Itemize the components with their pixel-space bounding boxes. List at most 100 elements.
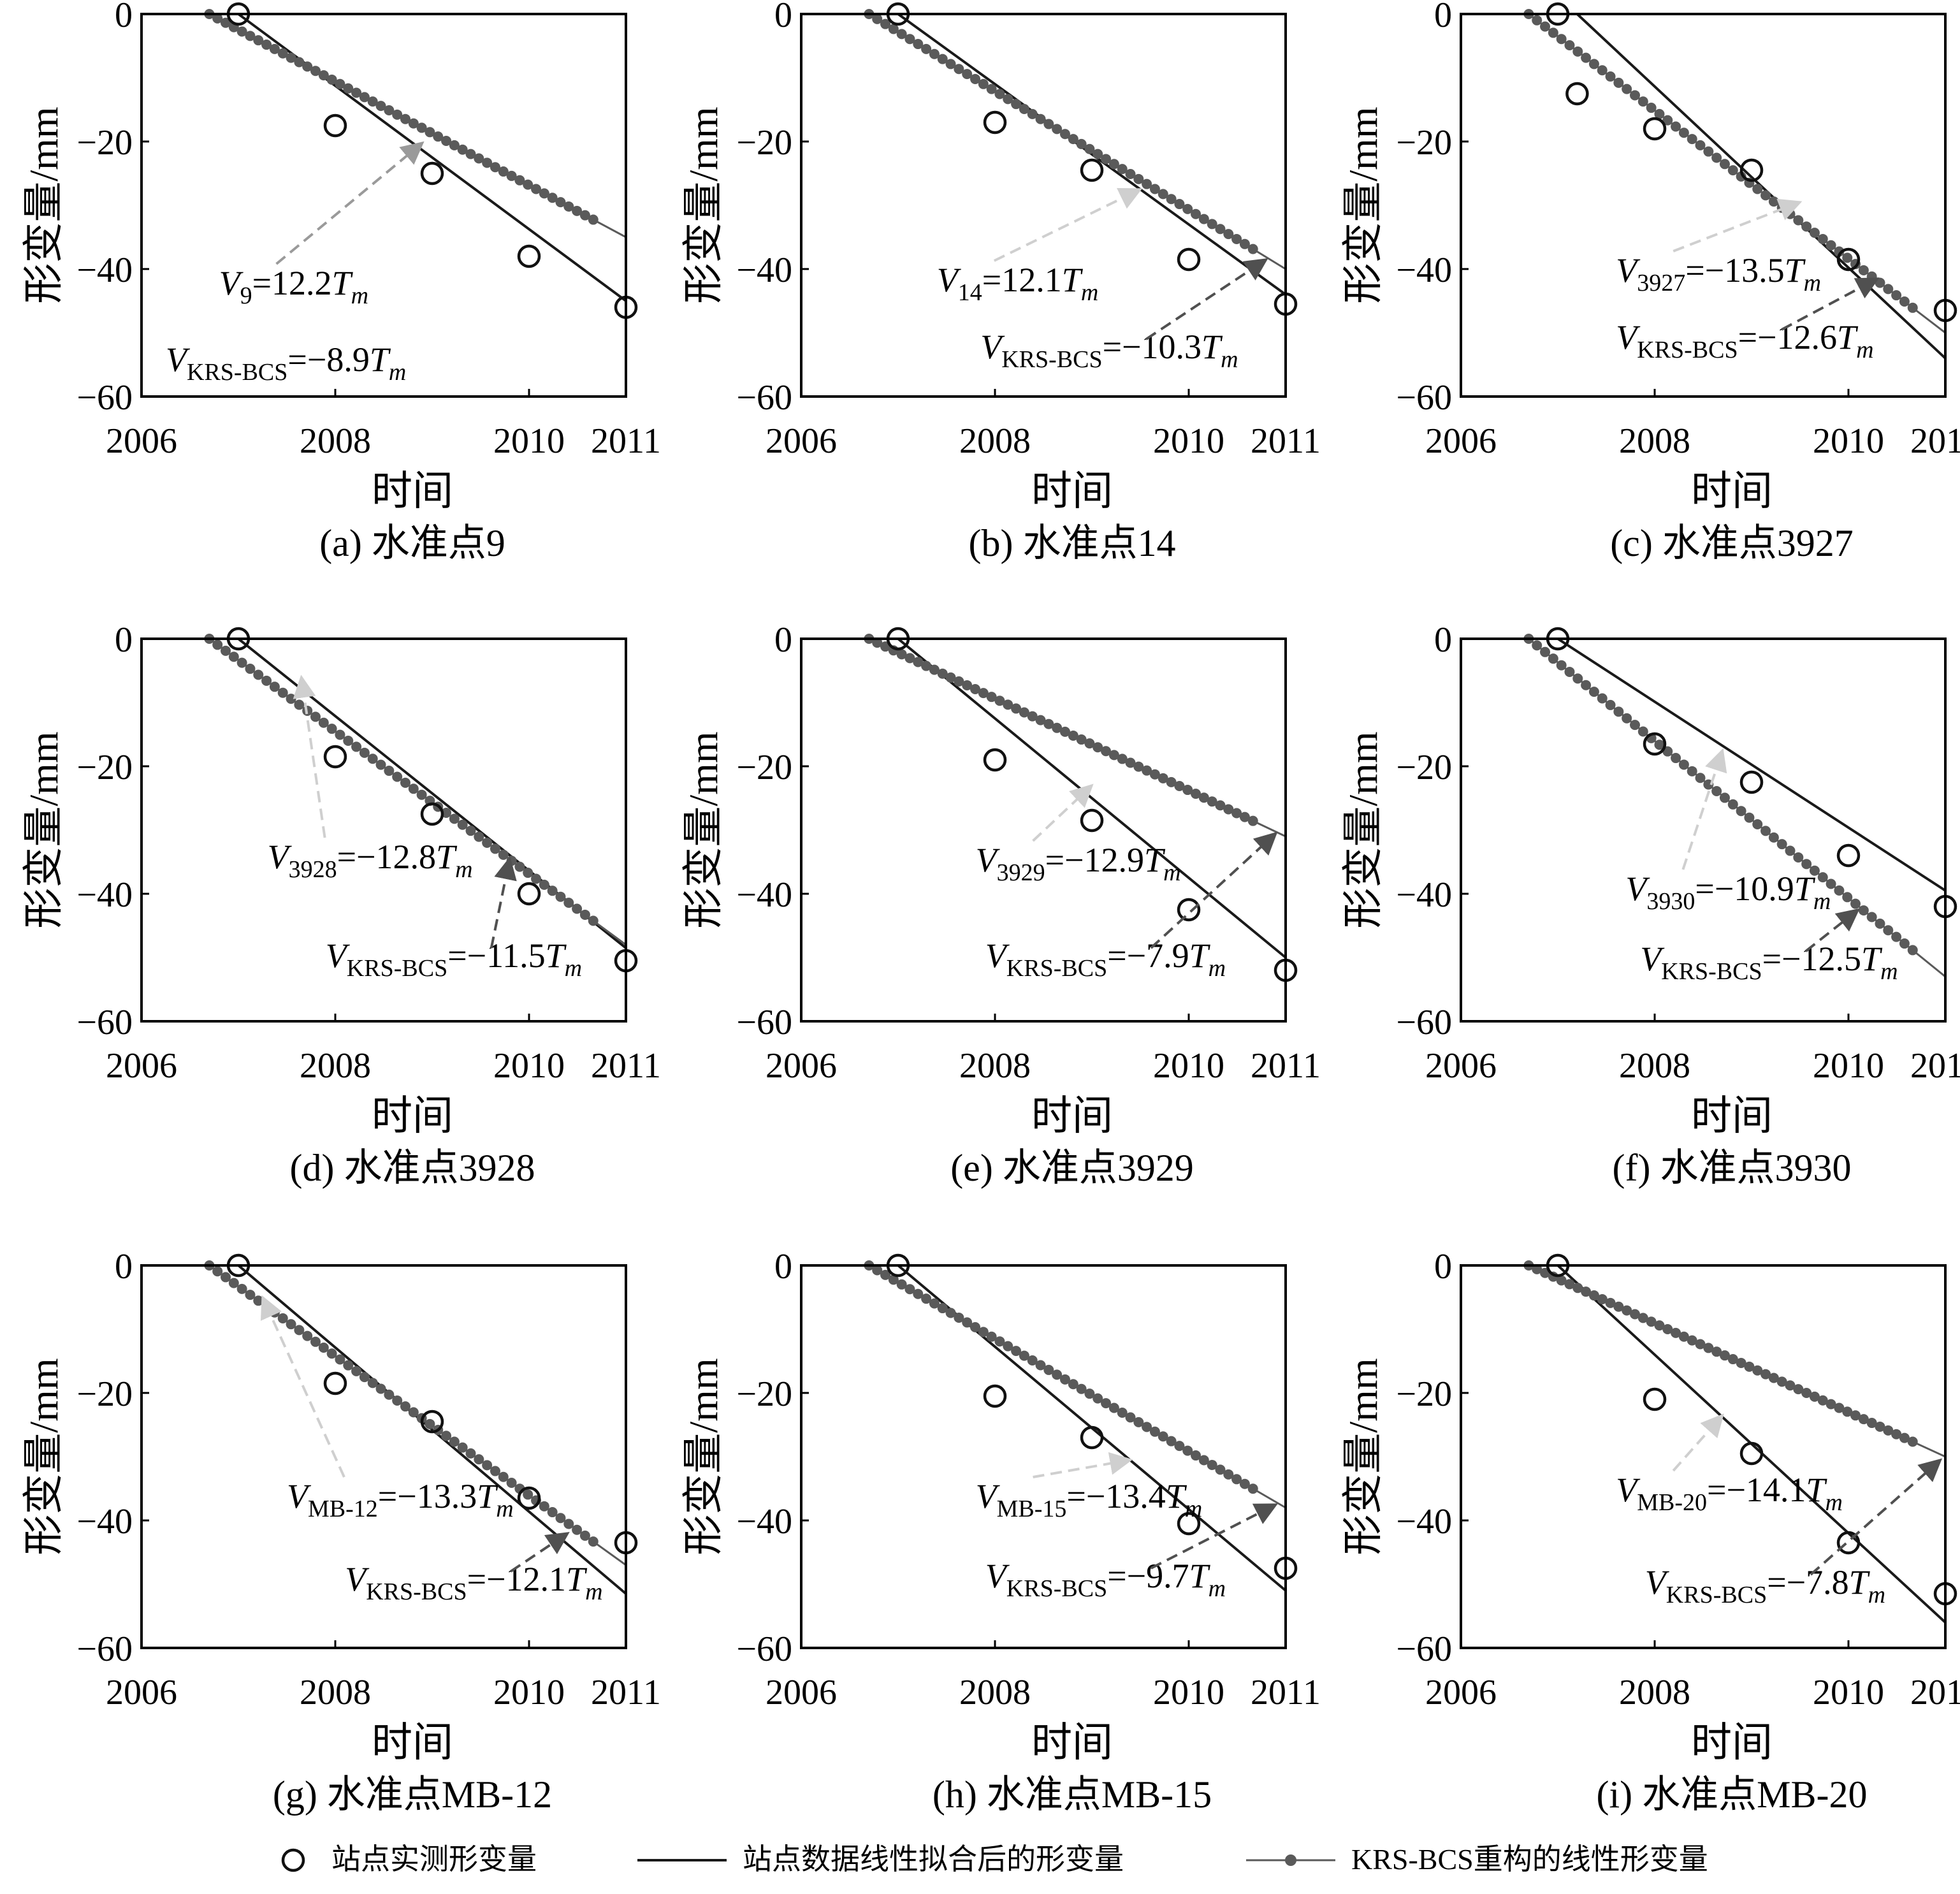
krs-marker: [1662, 115, 1673, 126]
y-tick-label: 0: [774, 0, 792, 35]
y-tick-label: −60: [736, 1629, 792, 1669]
annotation-label: VKRS-BCS=−12.6Tm: [1616, 318, 1873, 363]
krs-marker: [1125, 168, 1136, 179]
krs-marker: [294, 699, 305, 710]
krs-marker: [1907, 302, 1918, 313]
annotation-label: V9=12.2Tm: [219, 264, 368, 309]
annotation-arrow: [1150, 1503, 1279, 1570]
krs-marker: [880, 18, 891, 29]
y-tick-label: −60: [1396, 378, 1452, 418]
krs-marker: [1174, 780, 1185, 791]
krs-marker: [1003, 94, 1013, 105]
x-tick-label: 2011: [1910, 421, 1960, 461]
legend-label-measured: 站点实测形变量: [331, 1843, 537, 1876]
krs-marker: [253, 35, 264, 46]
krs-marker: [1866, 912, 1877, 922]
krs-marker: [1637, 96, 1648, 107]
krs-marker: [506, 170, 517, 181]
krs-marker: [1035, 1360, 1046, 1371]
y-tick-label: −60: [1396, 1003, 1452, 1042]
krs-marker: [351, 741, 362, 752]
krs-marker: [1899, 296, 1910, 307]
y-tick-label: −20: [736, 748, 792, 787]
krs-marker: [1622, 84, 1632, 94]
krs-marker: [1019, 104, 1029, 115]
krs-marker: [375, 101, 386, 112]
krs-marker: [1035, 715, 1046, 725]
krs-marker: [888, 1274, 899, 1285]
annotation-arrow: [1681, 748, 1727, 870]
krs-marker: [1793, 1384, 1804, 1395]
krs-marker: [1776, 1376, 1787, 1387]
krs-marker: [1736, 806, 1746, 817]
krs-marker: [286, 52, 296, 63]
krs-marker: [1564, 1279, 1575, 1290]
krs-marker: [465, 826, 476, 836]
subplot-5: 2006 2008 2010 2011 0 −20 −40 −60 V3930=−10.9Tm V…: [1340, 620, 1960, 1189]
krs-marker: [1011, 703, 1022, 714]
y-tick-label: 0: [115, 1247, 133, 1286]
y-tick-label: 0: [1434, 0, 1452, 35]
measured-point: [420, 1410, 444, 1434]
x-tick-label: 2008: [1619, 421, 1690, 461]
y-tick-label: −60: [76, 1629, 133, 1669]
krs-marker: [1223, 804, 1234, 815]
krs-marker: [1052, 1369, 1063, 1380]
krs-marker: [1207, 219, 1217, 229]
krs-marker: [375, 1383, 386, 1394]
krs-marker: [1581, 680, 1592, 690]
krs-marker: [286, 1319, 296, 1330]
krs-marker: [441, 136, 452, 147]
krs-marker: [1858, 905, 1869, 916]
krs-marker: [1166, 194, 1177, 205]
krs-marker: [212, 13, 223, 24]
krs-marker: [1142, 765, 1152, 776]
measured-point: [1080, 808, 1104, 833]
krs-marker: [1671, 753, 1681, 764]
krs-marker: [929, 664, 940, 675]
krs-marker: [277, 48, 288, 59]
subplot-7: 2006 2008 2010 2011 0 −20 −40 −60 VMB-15=−13.4Tm…: [681, 1247, 1321, 1816]
subplot-6: 2006 2008 2010 2011 0 −20 −40 −60 VMB-12=−13.3Tm…: [21, 1247, 661, 1816]
krs-marker: [1133, 173, 1144, 184]
measured-point: [517, 882, 541, 906]
krs-marker: [1719, 1350, 1730, 1361]
krs-marker: [1182, 203, 1193, 214]
y-tick-label: −20: [1396, 123, 1452, 163]
fit-line: [237, 1264, 627, 1595]
krs-marker: [1711, 152, 1722, 163]
krs-marker: [1744, 1361, 1755, 1372]
krs-marker: [392, 1395, 403, 1406]
y-axis-label: 形变量/mm: [681, 106, 726, 303]
annotation-arrow: [1781, 277, 1880, 331]
legend: 站点实测形变量 站点数据线性拟合后的形变量 KRS-BCS重构的线性形变量: [281, 1843, 1708, 1876]
krs-marker: [1785, 208, 1796, 219]
krs-marker: [1076, 1383, 1087, 1394]
x-tick-label: 2008: [959, 421, 1031, 461]
subplot-3: 2006 2008 2010 2011 0 −20 −40 −60 V3928=−12.8Tm V…: [21, 620, 661, 1189]
measured-point: [1643, 732, 1667, 756]
krs-marker: [1207, 1459, 1217, 1470]
krs-marker: [1207, 796, 1217, 807]
krs-marker: [1019, 1350, 1029, 1361]
measured-point: [1177, 898, 1201, 922]
krs-marker: [1027, 108, 1038, 119]
x-tick-label: 2006: [766, 421, 837, 461]
krs-marker: [343, 736, 354, 746]
krs-marker: [335, 1354, 345, 1365]
krs-marker: [1108, 159, 1119, 170]
krs-marker: [1149, 769, 1160, 780]
x-tick-label: 2006: [1425, 1673, 1497, 1712]
measured-point: [1739, 770, 1764, 794]
krs-marker: [286, 694, 296, 704]
krs-marker: [1727, 799, 1738, 810]
krs-marker: [1556, 1275, 1567, 1286]
x-axis-label: 时间: [372, 1720, 453, 1765]
y-tick-label: −40: [736, 251, 792, 290]
krs-marker: [1182, 1445, 1193, 1456]
krs-marker: [978, 78, 989, 89]
krs-marker: [588, 214, 599, 225]
krs-marker: [1866, 271, 1877, 282]
krs-marker: [1215, 224, 1226, 235]
